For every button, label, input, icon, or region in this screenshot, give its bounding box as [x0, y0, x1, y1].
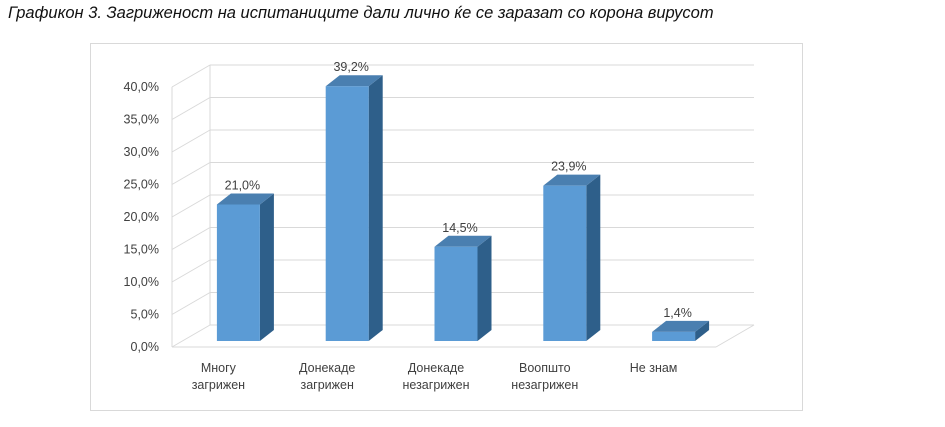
bar-top	[652, 320, 710, 332]
side-gridline	[171, 324, 211, 348]
y-tick-label: 25,0%	[124, 178, 159, 192]
data-label: 1,4%	[663, 306, 692, 320]
bar-front	[434, 246, 478, 341]
data-label: 39,2%	[333, 60, 368, 74]
data-label: 14,5%	[442, 221, 477, 235]
chart-title: Графикон 3. Загриженост на испитаниците …	[8, 4, 714, 22]
bar	[543, 174, 601, 341]
bar-side	[259, 193, 274, 341]
bar-side	[477, 235, 492, 341]
x-tick-label: Донекаде незагрижен	[403, 361, 470, 392]
bar-front	[325, 86, 369, 341]
bar-side	[368, 75, 383, 341]
bar	[325, 75, 383, 341]
y-tick-label: 40,0%	[124, 80, 159, 94]
x-tick-label: Донекаде загрижен	[299, 361, 355, 392]
side-gridline	[171, 129, 211, 153]
side-gridline	[171, 194, 211, 218]
y-tick-label: 30,0%	[124, 145, 159, 159]
x-tick-label: Воопшто незагрижен	[511, 361, 578, 392]
bar-top	[325, 75, 383, 87]
side-gridline	[171, 292, 211, 315]
bar-front	[216, 204, 260, 341]
y-tick-label: 0,0%	[131, 340, 160, 354]
side-gridline	[171, 162, 211, 185]
x-tick-label: Не знам	[630, 361, 678, 375]
side-gridline	[171, 64, 211, 88]
bar	[216, 193, 274, 341]
side-gridline	[171, 259, 211, 283]
data-label: 21,0%	[225, 179, 260, 193]
bar-front	[652, 331, 696, 341]
y-tick-label: 20,0%	[124, 210, 159, 224]
bar-top	[216, 193, 274, 205]
bar-top	[434, 235, 492, 247]
bar	[434, 235, 492, 341]
bar-top	[543, 174, 601, 186]
side-gridline	[171, 97, 211, 120]
bar-side	[695, 320, 710, 341]
floor-edge	[715, 324, 755, 348]
data-label: 23,9%	[551, 160, 586, 174]
x-tick-label: Многу загрижен	[192, 361, 245, 392]
y-tick-label: 5,0%	[131, 308, 160, 322]
side-gridline	[171, 227, 211, 250]
y-tick-label: 35,0%	[124, 113, 159, 127]
chart-area	[90, 43, 803, 411]
bar-side	[586, 174, 601, 341]
bar-front	[543, 185, 587, 341]
y-tick-label: 15,0%	[124, 243, 159, 257]
bar	[652, 320, 710, 341]
y-tick-label: 10,0%	[124, 275, 159, 289]
